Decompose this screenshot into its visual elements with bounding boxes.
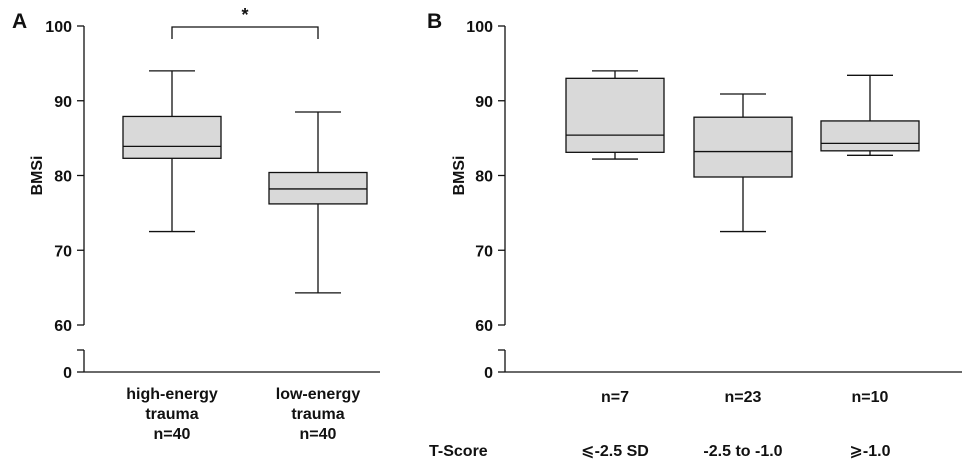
iqr-box bbox=[565, 77, 665, 153]
category-label: n=23 bbox=[725, 389, 762, 406]
box-3 bbox=[820, 74, 920, 156]
significance-bracket bbox=[171, 26, 319, 39]
category-label: n=40 bbox=[300, 426, 337, 443]
category-label: n=10 bbox=[852, 389, 889, 406]
y-tick-label: 70 bbox=[475, 243, 493, 260]
t-score-value: ⩽-2.5 SD bbox=[581, 443, 649, 460]
panel-a: A BMSi 0 60 70 80 90 100 high-energy trauma n=40 lo… bbox=[12, 5, 380, 443]
iqr-box bbox=[122, 115, 222, 159]
y-tick-label: 70 bbox=[54, 243, 72, 260]
category-label: low-energy bbox=[276, 386, 361, 403]
panel-letter: A bbox=[12, 10, 27, 33]
iqr-box bbox=[268, 171, 368, 205]
category-label: n=40 bbox=[154, 426, 191, 443]
y-tick-label: 80 bbox=[475, 169, 493, 186]
y-tick-label: 90 bbox=[54, 94, 72, 111]
t-score-label: T-Score bbox=[429, 443, 488, 460]
box-2 bbox=[693, 93, 793, 233]
iqr-box bbox=[820, 120, 920, 152]
category-label: n=7 bbox=[601, 389, 629, 406]
y-tick-label: 0 bbox=[63, 365, 72, 382]
box-1 bbox=[122, 70, 222, 233]
t-score-value: -2.5 to -1.0 bbox=[703, 443, 782, 460]
t-score-value: ⩾-1.0 bbox=[850, 443, 891, 460]
y-tick-label: 60 bbox=[54, 318, 72, 335]
category-label: trauma bbox=[145, 406, 198, 423]
panel-b: B BMSi 0 60 70 80 90 100 n=7 n=23 n=10 T-Score ⩽-2.5… bbox=[427, 10, 962, 460]
iqr-box bbox=[693, 116, 793, 178]
category-label: high-energy bbox=[126, 386, 218, 403]
y-axis-label: BMSi bbox=[451, 156, 468, 196]
y-tick-label: 100 bbox=[45, 19, 72, 36]
box-2 bbox=[268, 111, 368, 294]
y-tick-label: 100 bbox=[466, 19, 493, 36]
y-tick-label: 80 bbox=[54, 169, 72, 186]
y-tick-label: 0 bbox=[484, 365, 493, 382]
y-tick-label: 90 bbox=[475, 94, 493, 111]
category-label: trauma bbox=[291, 406, 344, 423]
y-tick-label: 60 bbox=[475, 318, 493, 335]
box-1 bbox=[565, 70, 665, 160]
significance-marker: * bbox=[241, 5, 248, 25]
panel-letter: B bbox=[427, 10, 442, 33]
y-axis-label: BMSi bbox=[29, 156, 46, 196]
